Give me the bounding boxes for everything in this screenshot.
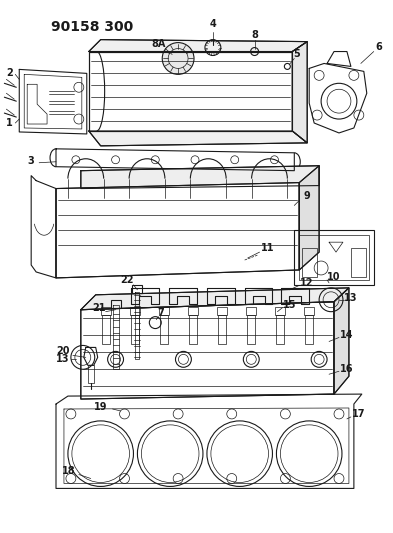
Bar xyxy=(160,314,168,344)
Bar xyxy=(246,306,256,314)
Polygon shape xyxy=(81,288,349,310)
Bar xyxy=(351,248,366,277)
Text: 17: 17 xyxy=(352,409,365,419)
Bar xyxy=(188,306,198,314)
Text: 1: 1 xyxy=(6,118,13,128)
Text: 10: 10 xyxy=(327,272,341,282)
Bar xyxy=(159,306,169,314)
Text: 11: 11 xyxy=(261,243,274,253)
Text: 4: 4 xyxy=(209,19,216,29)
Polygon shape xyxy=(81,302,334,399)
Bar xyxy=(299,235,369,280)
Polygon shape xyxy=(56,183,299,278)
Bar xyxy=(189,314,197,344)
Bar xyxy=(130,306,140,314)
Circle shape xyxy=(162,43,194,75)
Text: 12: 12 xyxy=(299,278,313,288)
Text: 8: 8 xyxy=(251,30,258,39)
Text: 8A: 8A xyxy=(151,38,165,49)
Polygon shape xyxy=(89,52,292,131)
Polygon shape xyxy=(299,166,319,270)
Bar xyxy=(302,248,317,277)
Text: 20: 20 xyxy=(56,346,70,357)
Bar xyxy=(305,314,313,344)
Bar xyxy=(88,365,94,383)
Text: 22: 22 xyxy=(121,275,134,285)
Text: 9: 9 xyxy=(304,190,310,200)
Polygon shape xyxy=(292,42,307,143)
Text: 13: 13 xyxy=(344,293,358,303)
Bar xyxy=(101,306,110,314)
Bar xyxy=(294,230,374,285)
Text: 21: 21 xyxy=(92,303,105,313)
Bar xyxy=(110,300,121,308)
Text: 90158 300: 90158 300 xyxy=(51,20,133,34)
Text: 6: 6 xyxy=(375,42,382,52)
Bar xyxy=(247,314,255,344)
Text: 7: 7 xyxy=(157,308,163,318)
Text: 19: 19 xyxy=(94,402,107,412)
Bar xyxy=(218,314,226,344)
Text: 5: 5 xyxy=(293,49,300,59)
Polygon shape xyxy=(81,166,319,189)
Bar xyxy=(132,285,142,293)
Bar xyxy=(275,306,285,314)
Text: 3: 3 xyxy=(28,156,35,166)
Polygon shape xyxy=(334,288,349,394)
Bar xyxy=(217,306,227,314)
Bar xyxy=(276,314,284,344)
Bar xyxy=(102,314,110,344)
Polygon shape xyxy=(89,131,307,146)
Polygon shape xyxy=(89,39,307,52)
Bar xyxy=(304,306,314,314)
Text: 15: 15 xyxy=(283,300,296,310)
Text: 14: 14 xyxy=(340,329,354,340)
Text: 18: 18 xyxy=(62,465,76,475)
Bar xyxy=(131,314,139,344)
Text: 13: 13 xyxy=(56,354,70,365)
Text: 16: 16 xyxy=(340,364,354,374)
Text: 2: 2 xyxy=(6,68,13,78)
